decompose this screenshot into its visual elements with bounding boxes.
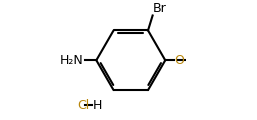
Text: O: O — [174, 54, 184, 67]
Text: Cl: Cl — [77, 99, 90, 112]
Text: H: H — [93, 99, 102, 112]
Text: H₂N: H₂N — [60, 54, 84, 67]
Text: Br: Br — [153, 2, 167, 15]
